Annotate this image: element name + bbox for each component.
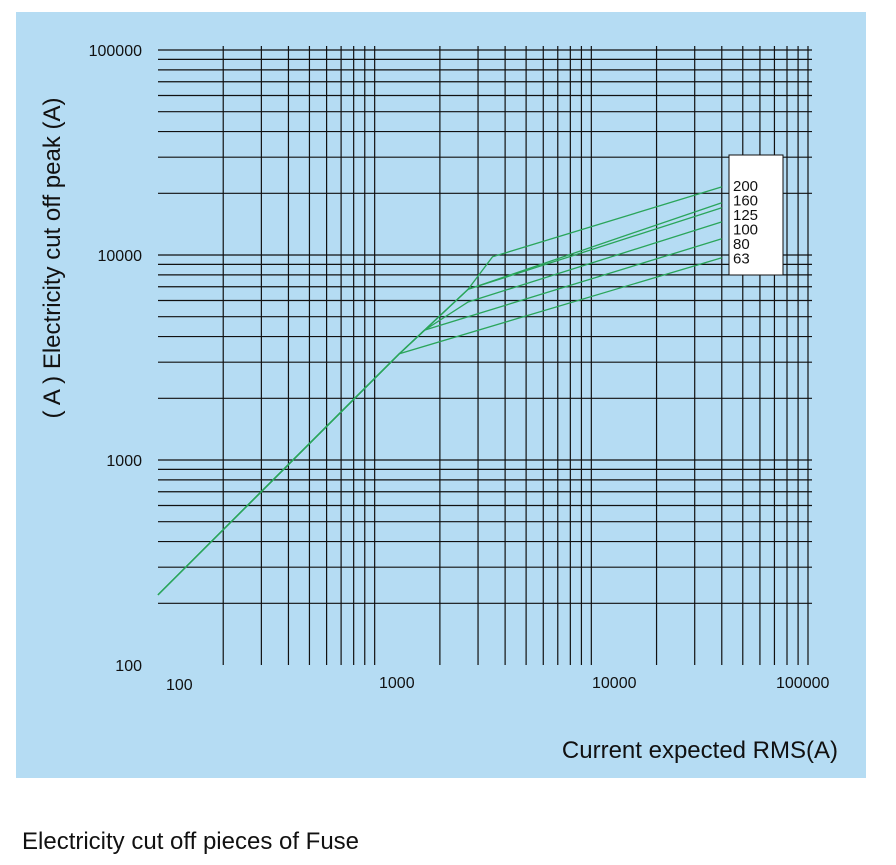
vertical-gridlines [222, 46, 809, 665]
series-lines [157, 186, 723, 596]
x-tick-label: 100000 [776, 675, 829, 692]
y-tick-labels: 100 1000 10000 100000 [89, 43, 142, 675]
horizontal-gridlines [158, 49, 812, 604]
chart-caption: Electricity cut off pieces of Fuse [22, 828, 360, 855]
legend [728, 154, 784, 276]
x-tick-label: 1000 [379, 675, 415, 692]
legend-label-200: 200 [733, 178, 758, 195]
y-tick-label: 100 [115, 658, 142, 675]
series-line-200 [157, 186, 722, 596]
x-tick-label: 10000 [592, 675, 637, 692]
y-tick-label: 10000 [98, 248, 143, 265]
legend-background [728, 154, 784, 276]
y-tick-label: 1000 [106, 453, 142, 470]
chart-panel: 200 160 125 100 80 63 100 1000 10000 100000 100 1… [16, 12, 866, 778]
legend-label-125: 125 [733, 207, 758, 224]
legend-label-80: 80 [733, 236, 750, 253]
y-tick-label: 100000 [89, 43, 142, 60]
x-tick-label: 100 [166, 677, 193, 694]
x-axis-title: Current expected RMS(A) [562, 737, 838, 764]
x-tick-labels: 100 1000 10000 100000 [166, 675, 829, 694]
legend-label-63: 63 [733, 251, 750, 268]
legend-label-100: 100 [733, 222, 758, 239]
legend-label-160: 160 [733, 193, 758, 210]
y-axis-title: ( A ) Electricity cut off peak (A) [39, 98, 66, 419]
